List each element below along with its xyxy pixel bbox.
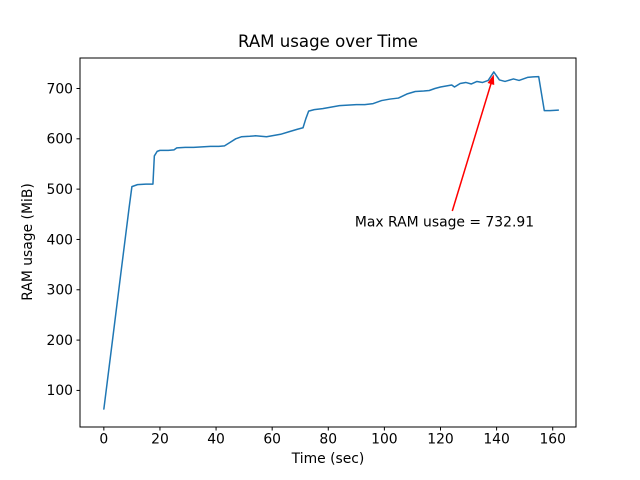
x-tick-label: 20 (151, 432, 169, 448)
y-tick-label: 700 (46, 81, 73, 97)
x-tick-label: 160 (539, 432, 566, 448)
ram-usage-line (103, 71, 560, 410)
x-tick-label: 80 (319, 432, 337, 448)
plot-area (79, 57, 577, 428)
annotation-arrow-shaft (451, 80, 493, 212)
annotation-arrow-head (487, 74, 495, 86)
x-tick-label: 100 (371, 432, 398, 448)
x-tick-label: 140 (483, 432, 510, 448)
y-axis-label: RAM usage (MiB) (20, 183, 36, 301)
y-tick-label: 500 (46, 182, 73, 198)
y-tick-label: 300 (46, 283, 73, 299)
annotation-text: Max RAM usage = 732.91 (355, 214, 534, 230)
x-tick-label: 120 (427, 432, 454, 448)
x-tick-label: 60 (263, 432, 281, 448)
x-axis-label: Time (sec) (291, 451, 365, 467)
max-annotation: Max RAM usage = 732.91 (355, 74, 534, 230)
y-tick-label: 200 (46, 333, 73, 349)
y-tick-label: 100 (46, 383, 73, 399)
y-tick-label: 400 (46, 232, 73, 248)
y-tick-label: 600 (46, 132, 73, 148)
y-axis-ticks: 100 200 300 400 500 600 700 (46, 81, 80, 399)
x-tick-label: 40 (207, 432, 225, 448)
x-axis-ticks: 0 20 40 60 80 100 120 140 160 (99, 427, 566, 448)
x-tick-label: 0 (99, 432, 108, 448)
data-series (103, 71, 560, 410)
chart-title: RAM usage over Time (238, 32, 418, 51)
